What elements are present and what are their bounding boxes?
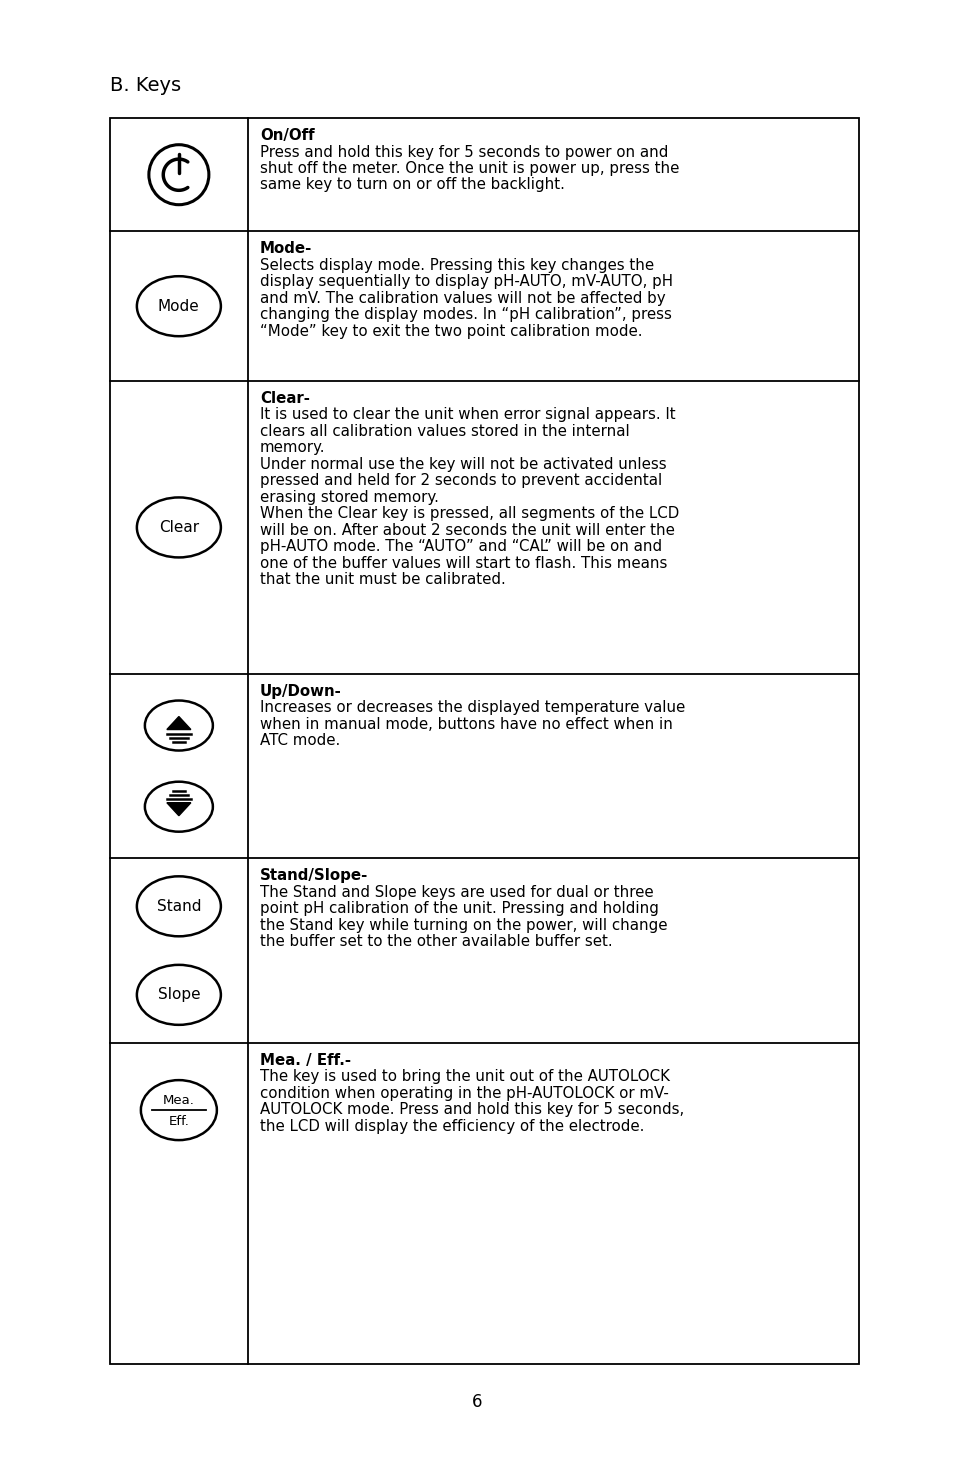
Text: B. Keys: B. Keys <box>110 77 181 94</box>
Polygon shape <box>167 717 191 730</box>
Text: Clear-: Clear- <box>260 391 310 406</box>
Text: when in manual mode, buttons have no effect when in: when in manual mode, buttons have no eff… <box>260 717 672 732</box>
Text: When the Clear key is pressed, all segments of the LCD: When the Clear key is pressed, all segme… <box>260 506 679 522</box>
Text: Press and hold this key for 5 seconds to power on and: Press and hold this key for 5 seconds to… <box>260 145 668 159</box>
Text: and mV. The calibration values will not be affected by: and mV. The calibration values will not … <box>260 291 665 305</box>
Text: clears all calibration values stored in the internal: clears all calibration values stored in … <box>260 423 629 440</box>
Text: that the unit must be calibrated.: that the unit must be calibrated. <box>260 572 505 587</box>
Text: Mea. / Eff.-: Mea. / Eff.- <box>260 1053 351 1068</box>
Text: condition when operating in the pH-AUTOLOCK or mV-: condition when operating in the pH-AUTOL… <box>260 1086 668 1100</box>
Text: Increases or decreases the displayed temperature value: Increases or decreases the displayed tem… <box>260 701 684 715</box>
Text: Eff.: Eff. <box>169 1115 189 1127</box>
Text: The key is used to bring the unit out of the AUTOLOCK: The key is used to bring the unit out of… <box>260 1069 669 1084</box>
Text: Clear: Clear <box>158 519 199 535</box>
Text: Mea.: Mea. <box>163 1093 194 1106</box>
Text: 6: 6 <box>471 1394 482 1412</box>
Text: Mode: Mode <box>158 299 199 314</box>
Text: the Stand key while turning on the power, will change: the Stand key while turning on the power… <box>260 917 667 932</box>
Text: one of the buffer values will start to flash. This means: one of the buffer values will start to f… <box>260 556 667 571</box>
Text: AUTOLOCK mode. Press and hold this key for 5 seconds,: AUTOLOCK mode. Press and hold this key f… <box>260 1102 683 1117</box>
Polygon shape <box>167 802 191 816</box>
Text: pH-AUTO mode. The “AUTO” and “CAL” will be on and: pH-AUTO mode. The “AUTO” and “CAL” will … <box>260 540 661 555</box>
Text: Stand/Slope-: Stand/Slope- <box>260 869 368 884</box>
Text: Slope: Slope <box>157 987 200 1003</box>
Text: pressed and held for 2 seconds to prevent accidental: pressed and held for 2 seconds to preven… <box>260 473 661 488</box>
Text: “Mode” key to exit the two point calibration mode.: “Mode” key to exit the two point calibra… <box>260 324 642 339</box>
Text: The Stand and Slope keys are used for dual or three: The Stand and Slope keys are used for du… <box>260 885 653 900</box>
Text: Stand: Stand <box>156 898 201 914</box>
Text: will be on. After about 2 seconds the unit will enter the: will be on. After about 2 seconds the un… <box>260 524 674 538</box>
Text: On/Off: On/Off <box>260 128 314 143</box>
Text: Up/Down-: Up/Down- <box>260 684 341 699</box>
Text: the LCD will display the efficiency of the electrode.: the LCD will display the efficiency of t… <box>260 1120 643 1134</box>
Text: shut off the meter. Once the unit is power up, press the: shut off the meter. Once the unit is pow… <box>260 161 679 176</box>
Text: ATC mode.: ATC mode. <box>260 733 340 748</box>
Text: Under normal use the key will not be activated unless: Under normal use the key will not be act… <box>260 457 666 472</box>
Text: same key to turn on or off the backlight.: same key to turn on or off the backlight… <box>260 177 564 193</box>
Text: Mode-: Mode- <box>260 242 312 257</box>
Text: changing the display modes. In “pH calibration”, press: changing the display modes. In “pH calib… <box>260 307 671 323</box>
Text: It is used to clear the unit when error signal appears. It: It is used to clear the unit when error … <box>260 407 675 422</box>
Text: display sequentially to display pH-AUTO, mV-AUTO, pH: display sequentially to display pH-AUTO,… <box>260 274 672 289</box>
Text: the buffer set to the other available buffer set.: the buffer set to the other available bu… <box>260 934 612 950</box>
Text: point pH calibration of the unit. Pressing and holding: point pH calibration of the unit. Pressi… <box>260 901 659 916</box>
Text: Selects display mode. Pressing this key changes the: Selects display mode. Pressing this key … <box>260 258 654 273</box>
Text: memory.: memory. <box>260 441 325 456</box>
Text: erasing stored memory.: erasing stored memory. <box>260 490 438 504</box>
